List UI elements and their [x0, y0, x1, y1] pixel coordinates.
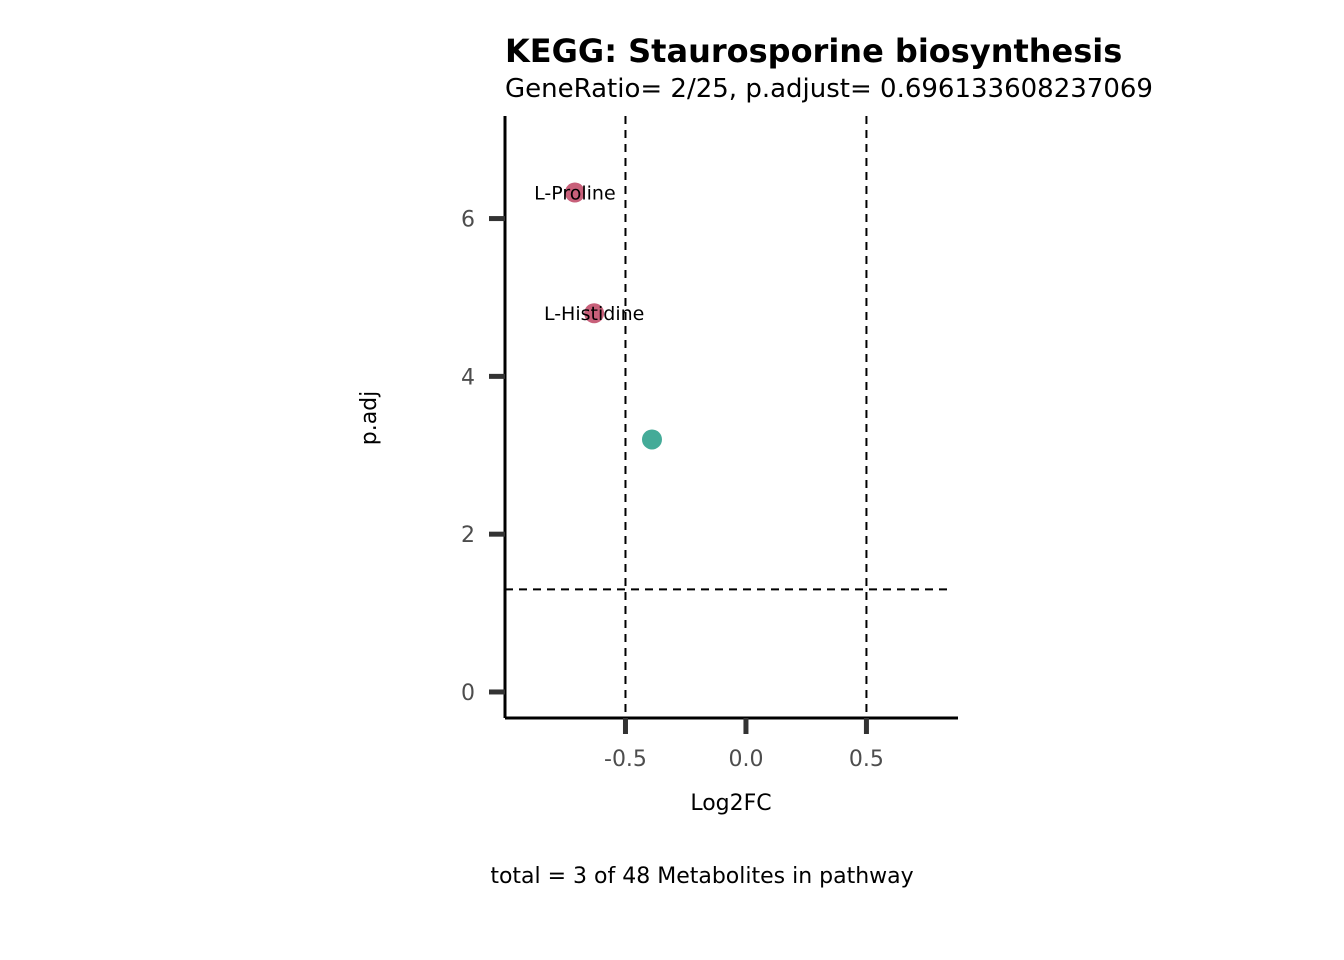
- data-point: [584, 303, 605, 324]
- y-tick-label: 4: [461, 365, 475, 390]
- x-tick-label: 0.0: [728, 747, 763, 772]
- y-tick-label: 0: [461, 681, 475, 706]
- data-point: [641, 429, 662, 450]
- y-tick-label: 2: [461, 523, 475, 548]
- x-axis-ticks: -0.5 0.0 0.5: [604, 718, 884, 772]
- y-axis-title: p.adj: [357, 391, 382, 446]
- y-axis-ticks: 0 2 4 6: [461, 208, 505, 706]
- x-axis-title: Log2FC: [690, 791, 771, 816]
- data-points: [564, 182, 662, 450]
- x-tick-label: 0.5: [849, 747, 884, 772]
- point-labels: L-Proline L-Histidine: [534, 183, 644, 326]
- x-tick-label: -0.5: [604, 747, 647, 772]
- point-label: L-Histidine: [544, 303, 644, 325]
- y-tick-label: 6: [461, 208, 475, 233]
- chart-subtitle: GeneRatio= 2/25, p.adjust= 0.69613360823…: [505, 74, 1153, 104]
- chart-title: KEGG: Staurosporine biosynthesis: [505, 32, 1122, 70]
- point-label: L-Proline: [534, 183, 616, 205]
- threshold-lines: [505, 116, 950, 718]
- data-point: [564, 182, 585, 203]
- chart-caption: total = 3 of 48 Metabolites in pathway: [490, 864, 913, 889]
